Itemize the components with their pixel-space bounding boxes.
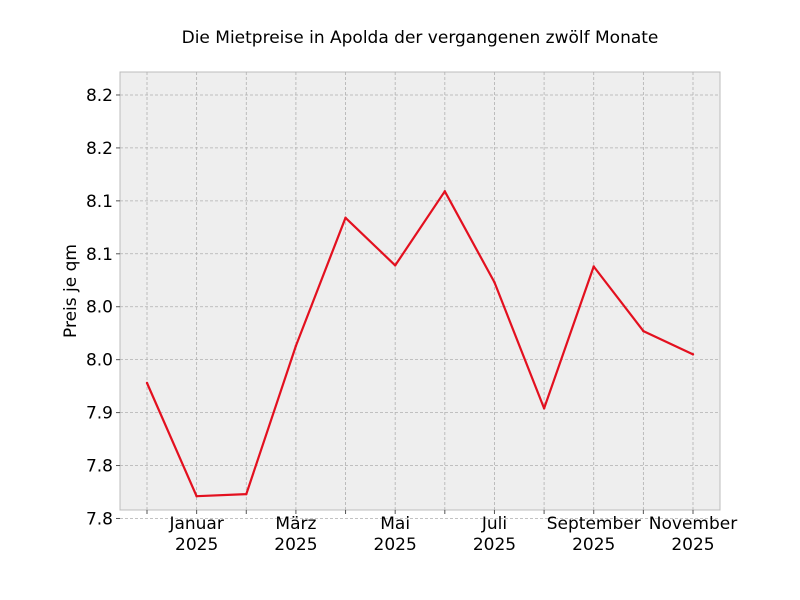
x-tick-label-year: 2025	[671, 535, 714, 555]
x-tick-label-month: Mai	[380, 514, 410, 534]
series-line	[145, 190, 694, 498]
data-point	[145, 381, 149, 385]
series-layer	[145, 190, 695, 498]
x-tick-label-year: 2025	[274, 535, 317, 555]
y-tick-label: 8.0	[86, 298, 113, 318]
data-point	[691, 353, 695, 356]
x-tick-label-year: 2025	[572, 535, 615, 555]
grid-lines	[120, 72, 720, 519]
y-tick-label: 8.2	[86, 86, 113, 106]
data-point	[344, 216, 347, 219]
y-tick-label: 8.1	[86, 245, 113, 265]
y-tick-label: 8.0	[86, 351, 113, 371]
x-tick-label-year: 2025	[473, 535, 516, 555]
y-tick-label: 7.9	[86, 404, 113, 424]
data-point	[642, 329, 645, 333]
x-tick-label-year: 2025	[175, 535, 218, 555]
data-point	[443, 190, 447, 193]
x-tick-label-month: September	[547, 514, 641, 534]
data-point	[542, 407, 546, 410]
y-axis-label: Preis je qm	[61, 244, 81, 338]
x-tick-label-month: Januar	[168, 514, 223, 534]
y-tick-label: 8.1	[86, 192, 113, 212]
data-point	[393, 264, 397, 267]
x-tick-label-year: 2025	[374, 535, 417, 555]
y-tick-label: 7.8	[86, 457, 113, 477]
data-point	[493, 281, 496, 284]
x-axis-ticks: Januar2025März2025Mai2025Juli2025Septemb…	[146, 510, 737, 555]
chart-title: Die Mietpreise in Apolda der vergangenen…	[182, 28, 659, 48]
y-axis-ticks: 7.8 7.8 7.9 8.0 8.0 8.1 8.1 8.2 8.2	[86, 86, 120, 529]
data-point	[195, 495, 198, 498]
y-tick-label: 7.8	[86, 509, 113, 529]
data-point	[245, 492, 248, 496]
data-point	[592, 265, 595, 268]
x-tick-label-month: März	[275, 514, 316, 534]
data-point	[294, 344, 298, 348]
x-tick-label-month: November	[649, 514, 737, 534]
plot-area	[119, 71, 721, 511]
y-tick-label: 8.2	[86, 139, 113, 159]
x-tick-label-month: Juli	[481, 514, 507, 534]
